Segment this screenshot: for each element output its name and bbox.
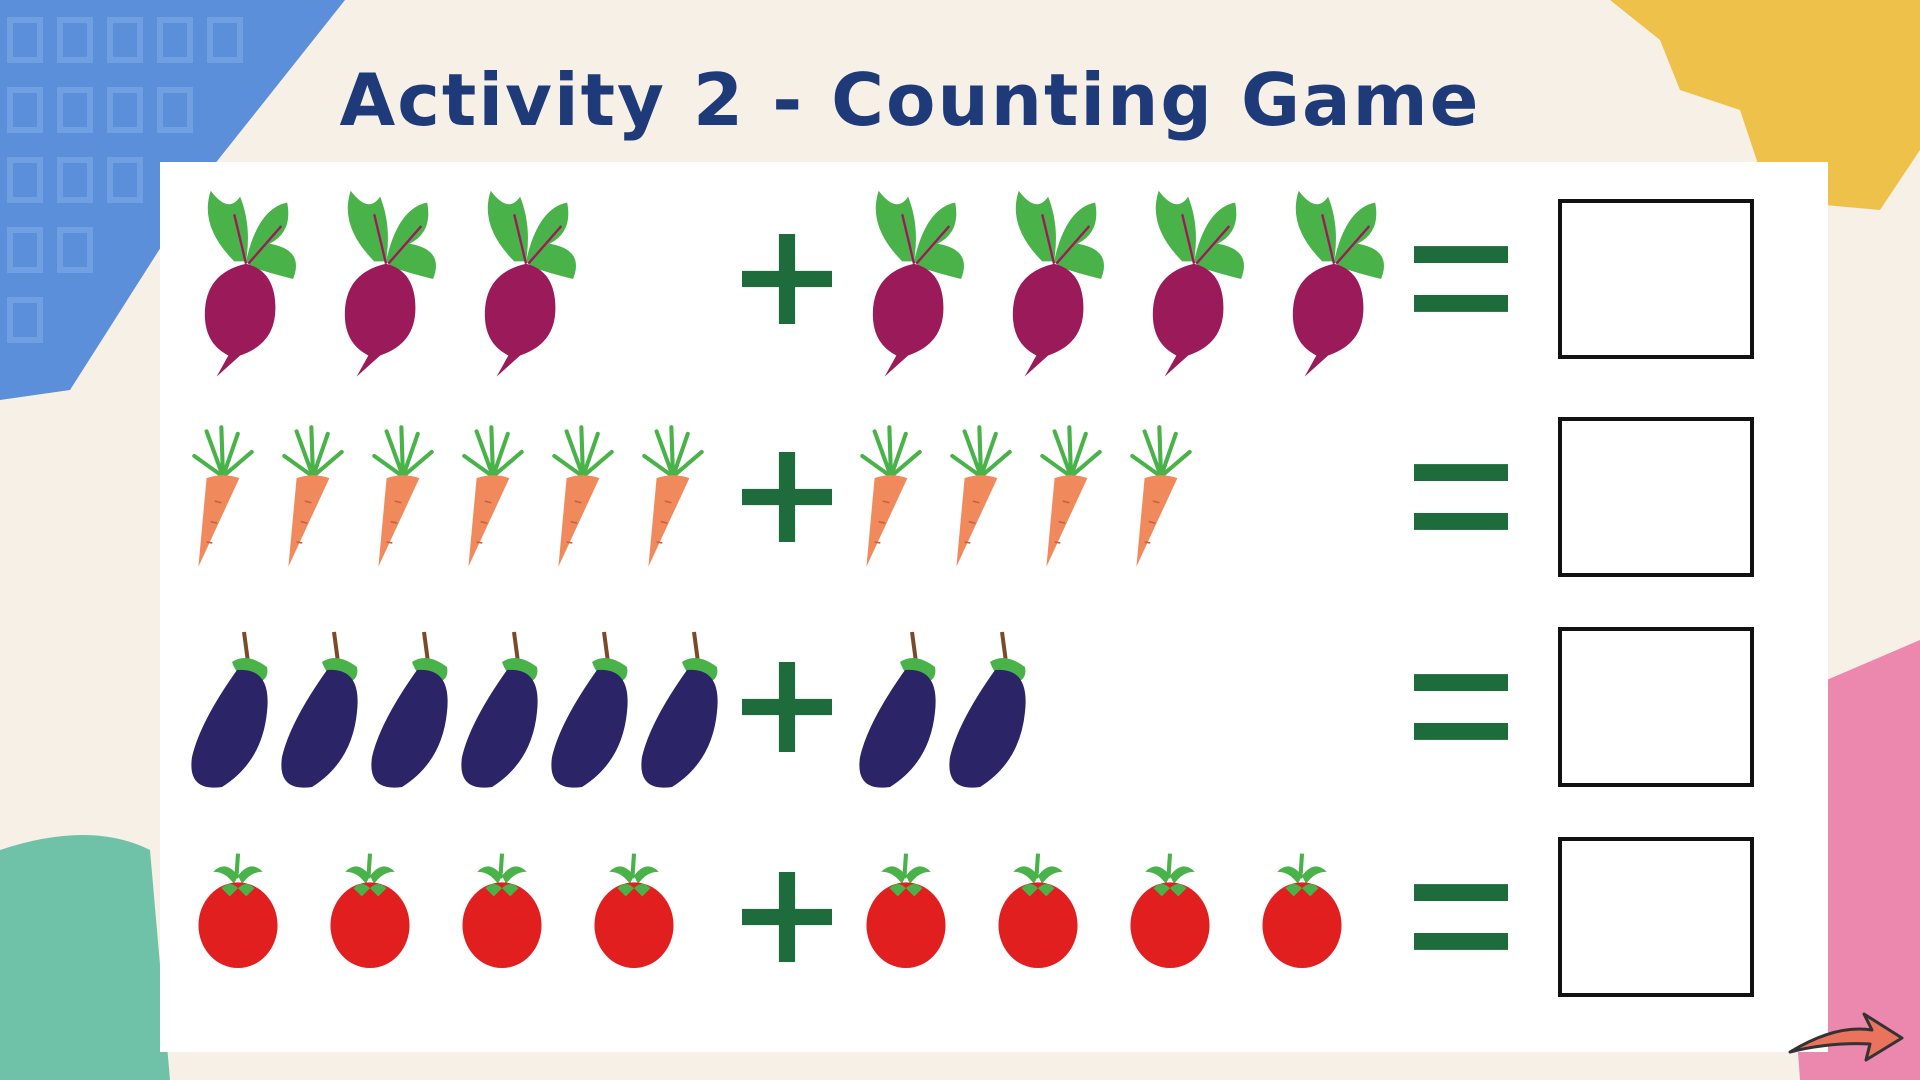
beet-icon bbox=[1270, 179, 1398, 379]
equation-row bbox=[160, 812, 1828, 1022]
tomato-icon bbox=[1246, 847, 1358, 987]
equation-row bbox=[160, 392, 1828, 602]
carrot-icon bbox=[940, 387, 1022, 607]
eggplant-icon bbox=[632, 612, 732, 802]
eggplant-icon bbox=[940, 612, 1040, 802]
tomato-icon bbox=[850, 847, 962, 987]
beet-icon bbox=[462, 179, 590, 379]
next-arrow-button[interactable] bbox=[1786, 998, 1906, 1068]
carrot-icon bbox=[632, 387, 714, 607]
equation-row bbox=[160, 174, 1828, 384]
tomato-icon bbox=[314, 847, 426, 987]
eggplant-icon bbox=[850, 612, 950, 802]
carrot-icon bbox=[362, 387, 444, 607]
equals-sign bbox=[1414, 674, 1508, 740]
decorative-teal-shape bbox=[0, 820, 180, 1080]
tomato-icon bbox=[446, 847, 558, 987]
answer-box[interactable] bbox=[1558, 627, 1754, 787]
answer-box[interactable] bbox=[1558, 199, 1754, 359]
beet-icon bbox=[990, 179, 1118, 379]
eggplant-icon bbox=[362, 612, 462, 802]
carrot-icon bbox=[182, 387, 264, 607]
plus-sign bbox=[742, 662, 832, 752]
plus-sign bbox=[742, 452, 832, 542]
answer-box[interactable] bbox=[1558, 417, 1754, 577]
carrot-icon bbox=[452, 387, 534, 607]
carrot-icon bbox=[1030, 387, 1112, 607]
eggplant-icon bbox=[452, 612, 552, 802]
carrot-icon bbox=[542, 387, 624, 607]
worksheet-board bbox=[160, 162, 1828, 1052]
tomato-icon bbox=[182, 847, 294, 987]
tomato-icon bbox=[982, 847, 1094, 987]
equals-sign bbox=[1414, 884, 1508, 950]
equals-sign bbox=[1414, 464, 1508, 530]
arrow-right-icon bbox=[1790, 1014, 1902, 1060]
tomato-icon bbox=[578, 847, 690, 987]
beet-icon bbox=[850, 179, 978, 379]
plus-sign bbox=[742, 234, 832, 324]
beet-icon bbox=[182, 179, 310, 379]
eggplant-icon bbox=[542, 612, 642, 802]
eggplant-icon bbox=[272, 612, 372, 802]
answer-box[interactable] bbox=[1558, 837, 1754, 997]
carrot-icon bbox=[850, 387, 932, 607]
eggplant-icon bbox=[182, 612, 282, 802]
page-title: Activity 2 - Counting Game bbox=[0, 58, 1820, 142]
carrot-icon bbox=[272, 387, 354, 607]
plus-sign bbox=[742, 872, 832, 962]
equation-row bbox=[160, 602, 1828, 812]
equals-sign bbox=[1414, 246, 1508, 312]
carrot-icon bbox=[1120, 387, 1202, 607]
beet-icon bbox=[1130, 179, 1258, 379]
tomato-icon bbox=[1114, 847, 1226, 987]
beet-icon bbox=[322, 179, 450, 379]
